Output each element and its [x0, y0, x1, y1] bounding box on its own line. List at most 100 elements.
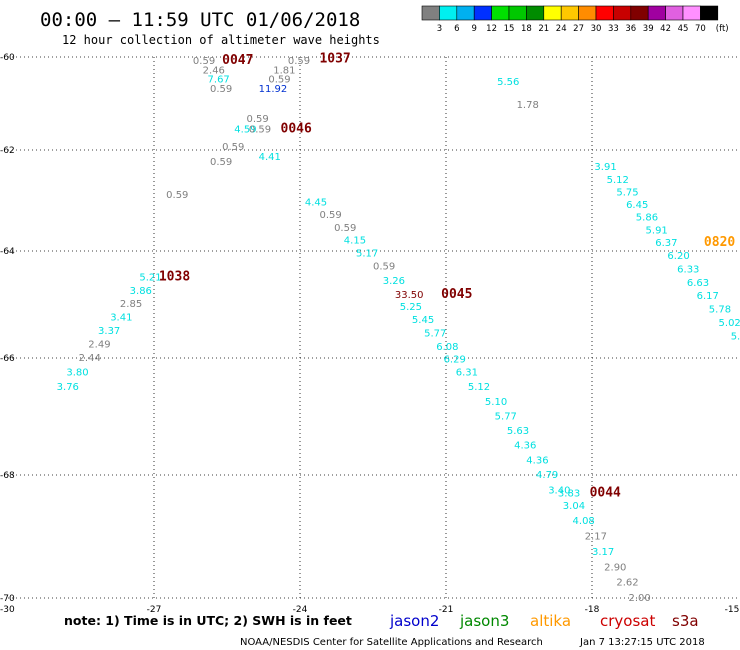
wave-height-value: 3.04	[563, 501, 585, 512]
wave-height-value: 3.76	[57, 382, 79, 393]
footer-credit: NOAA/NESDIS Center for Satellite Applica…	[240, 637, 543, 648]
pass-time-label: 0045	[441, 287, 472, 302]
longitude-tick-label: -21	[439, 605, 454, 615]
legend-swatch	[508, 5, 527, 21]
legend-label: 15	[504, 24, 515, 34]
color-legend: 3 6 9 12 15 18 21 24 27 30 33 36 39 42 45 70 (ft)	[421, 5, 729, 34]
footer-note: note: 1) Time is in UTC; 2) SWH is in fe…	[64, 613, 352, 628]
wave-height-value: 0.59	[319, 210, 341, 221]
wave-height-value: 4.36	[514, 441, 536, 452]
satellite-label-altika: altika	[530, 612, 571, 630]
wave-height-value: 3.41	[110, 313, 132, 324]
wave-height-value: 3.86	[130, 286, 152, 297]
wave-height-value: 3.80	[66, 368, 88, 379]
legend-label: 6	[454, 24, 459, 34]
latitude-tick-label: -60	[0, 53, 15, 63]
satellite-label-s3a: s3a	[672, 612, 699, 630]
pass-time-label: 1038	[159, 269, 190, 284]
wave-height-value: 5.91	[646, 225, 668, 236]
pass-time-label: 0047	[222, 53, 253, 68]
wave-height-value: 3.40	[548, 485, 570, 496]
wave-height-value: 6.08	[436, 342, 458, 353]
wave-height-value: 4.59	[234, 124, 256, 135]
longitude-tick-label: -15	[725, 605, 740, 615]
legend-label: 36	[625, 24, 636, 34]
wave-height-value: 5.56	[497, 77, 519, 88]
wave-height-value: 6.17	[697, 291, 719, 302]
latitude-tick-label: -68	[0, 471, 15, 481]
legend-label: 21	[538, 24, 549, 34]
wave-height-value: 2.49	[88, 339, 110, 350]
wave-height-value: 5.75	[616, 187, 638, 198]
map-grid	[8, 56, 738, 599]
legend-label: 42	[660, 24, 671, 34]
legend-unit: (ft)	[716, 24, 729, 34]
wave-height-value: 3.37	[98, 326, 120, 337]
wave-height-value: 2.62	[616, 578, 638, 589]
wave-height-value: 3.26	[383, 276, 405, 287]
wave-height-value: 6.31	[456, 368, 478, 379]
wave-height-value: 5.63	[507, 426, 529, 437]
wave-height-value: 4.36	[526, 455, 548, 466]
page-title: 00:00 – 11:59 UTC 01/06/2018	[40, 9, 360, 31]
wave-height-value: 0.59	[268, 75, 290, 86]
wave-height-value: 0.59	[193, 56, 215, 67]
legend-label: 70	[695, 24, 706, 34]
wave-height-value: 6.45	[626, 200, 648, 211]
legend-swatch	[473, 5, 492, 21]
wave-height-value: 0.59	[210, 157, 232, 168]
legend-label: 24	[556, 24, 567, 34]
legend-label: 9	[471, 24, 476, 34]
wave-height-value: 2.17	[585, 532, 607, 543]
wave-height-value: 2.85	[120, 299, 142, 310]
satellite-label-cryosat: cryosat	[600, 612, 655, 630]
legend-swatch	[613, 5, 632, 21]
legend-label: 3	[437, 24, 442, 34]
legend-swatch	[456, 5, 475, 21]
wave-height-value: 4.79	[536, 470, 558, 481]
legend-swatch	[665, 5, 684, 21]
wave-height-observations: 0.592.467.670.590.591.810.5911.925.561.7…	[57, 56, 740, 604]
wave-height-value: 0.59	[166, 190, 188, 201]
wave-height-value: 3.91	[594, 162, 616, 173]
wave-height-value: 0.59	[222, 142, 244, 153]
latitude-tick-label: -62	[0, 146, 15, 156]
wave-height-value: 5.78	[709, 305, 731, 316]
pass-time-labels: 0047 1037 0046 1038 0045 0820 0044	[159, 52, 736, 501]
page-subtitle: 12 hour collection of altimeter wave hei…	[62, 33, 380, 47]
wave-height-value: 0.59	[373, 262, 395, 273]
wave-height-value: 0.59	[334, 223, 356, 234]
wave-height-value: 5.02	[719, 318, 740, 329]
wave-height-value: 6.63	[687, 278, 709, 289]
wave-height-value: 5.77	[495, 411, 517, 422]
legend-swatch	[700, 5, 719, 21]
wave-height-value: 6.20	[667, 251, 689, 262]
wave-height-value: 5.21	[139, 272, 161, 283]
wave-height-value: 3.17	[592, 547, 614, 558]
wave-height-value: 5.12	[468, 382, 490, 393]
legend-swatch	[491, 5, 510, 21]
wave-height-value: 5.10	[485, 397, 507, 408]
legend-swatch	[439, 5, 458, 21]
legend-label: 45	[678, 24, 689, 34]
wave-height-value: 0.59	[210, 84, 232, 95]
legend-swatch	[682, 5, 701, 21]
pass-time-label: 0044	[590, 486, 621, 501]
legend-swatch	[560, 5, 579, 21]
legend-swatch	[595, 5, 614, 21]
wave-height-value: 1.78	[517, 100, 539, 111]
wave-height-value: 4.08	[573, 516, 595, 527]
corner-longitude-label: -30	[0, 605, 15, 615]
wave-height-value: 5.25	[400, 302, 422, 313]
legend-label: 33	[608, 24, 619, 34]
latitude-tick-label: -66	[0, 354, 15, 364]
wave-height-value: 0.59	[288, 56, 310, 67]
wave-height-value: 4.15	[344, 235, 366, 246]
footer-timestamp: Jan 7 13:27:15 UTC 2018	[579, 637, 705, 648]
wave-height-value: 4.45	[305, 198, 327, 209]
legend-label: 18	[521, 24, 532, 34]
pass-time-label: 0046	[281, 121, 312, 136]
wave-height-value: 5.86	[636, 213, 658, 224]
wave-height-value: 5.17	[356, 248, 378, 259]
